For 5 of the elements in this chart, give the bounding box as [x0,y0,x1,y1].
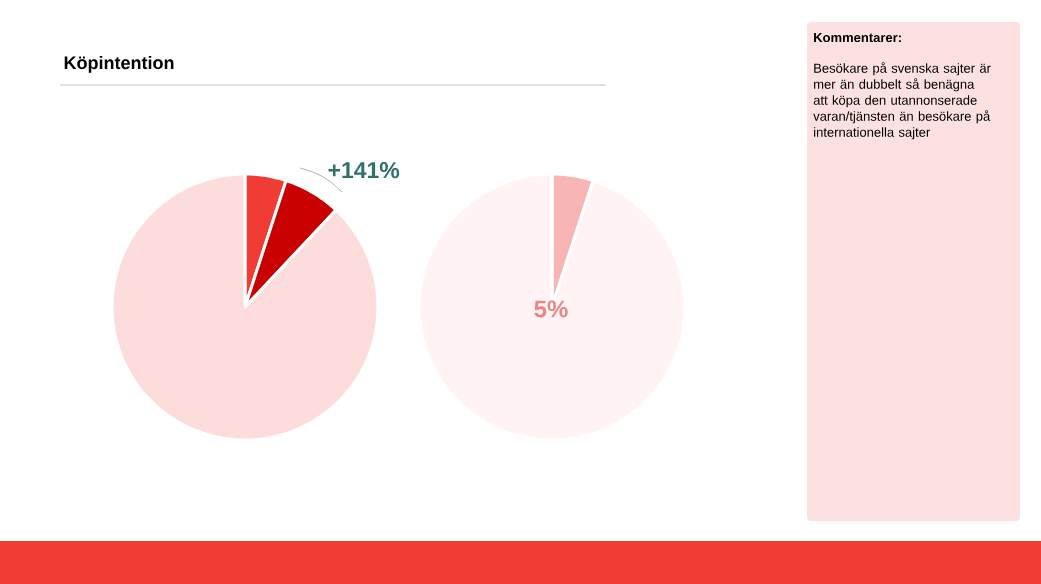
text: 5% [534,300,568,318]
chart-title: Köpintention [64,55,174,73]
text: Besökare på svenska sajter är mer än dubbelt så benägna att köpa den utannonserade varan/tjänsten än besökare på internationella sajter [813,62,991,140]
text: Kommentarer: [814,33,901,43]
text: +141% [328,161,400,179]
